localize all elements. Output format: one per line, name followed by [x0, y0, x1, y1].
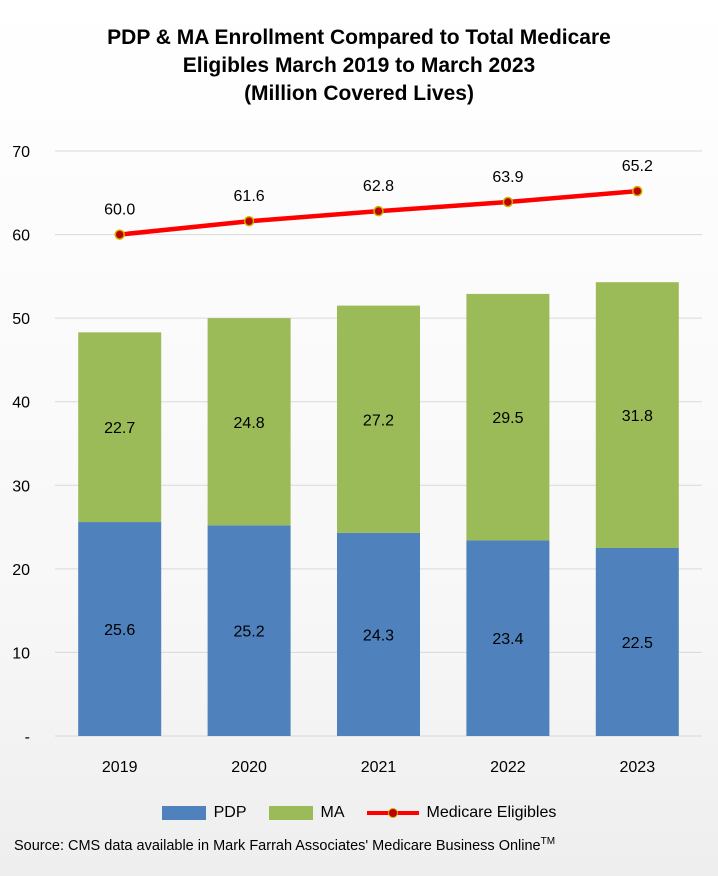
legend: PDP MA Medicare Eligibles [0, 804, 718, 822]
data-label-ma: 31.8 [622, 408, 653, 425]
data-label-ma: 24.8 [234, 415, 265, 432]
chart-title-line-1: PDP & MA Enrollment Compared to Total Me… [107, 26, 611, 49]
data-label-eligibles: 65.2 [622, 158, 653, 175]
data-label-eligibles: 60.0 [104, 202, 135, 219]
data-label-eligibles: 63.9 [492, 169, 523, 186]
y-tick-label: 30 [12, 478, 30, 495]
x-tick-label: 2023 [620, 759, 656, 776]
chart-title: PDP & MA Enrollment Compared to Total Me… [0, 24, 718, 108]
y-tick-label: 60 [12, 228, 30, 245]
bar-ma [78, 332, 162, 523]
data-label-pdp: 23.4 [492, 631, 523, 648]
x-tick-label: 2021 [361, 759, 397, 776]
legend-label-ma: MA [320, 804, 345, 821]
legend-swatch-ma [268, 806, 313, 820]
data-label-eligibles: 61.6 [234, 188, 265, 205]
legend-item-eligibles: Medicare Eligibles [366, 804, 557, 822]
source-note: Source: CMS data available in Mark Farra… [14, 836, 555, 854]
data-label-pdp: 25.2 [234, 624, 265, 641]
bar-pdp [207, 525, 291, 736]
bar-pdp [466, 540, 550, 736]
data-label-pdp: 22.5 [622, 635, 653, 652]
bar-ma [337, 305, 420, 533]
eligibles-point [502, 196, 514, 208]
legend-item-ma: MA [268, 804, 345, 822]
bar-ma [207, 318, 291, 526]
eligibles-point [243, 215, 255, 227]
bar-pdp [337, 532, 420, 736]
x-axis-tick-labels: 2019 2020 2021 2022 2023 [102, 759, 655, 776]
data-label-pdp: 25.6 [104, 622, 135, 639]
y-tick-label: 10 [12, 645, 30, 662]
legend-label-eligibles: Medicare Eligibles [426, 804, 557, 821]
x-tick-label: 2020 [231, 759, 267, 776]
legend-marker-dot [387, 808, 398, 818]
legend-label-pdp: PDP [213, 804, 247, 821]
trademark-mark: TM [540, 836, 556, 847]
source-text: Source: CMS data available in Mark Farra… [14, 837, 541, 854]
y-tick-label: 20 [12, 562, 30, 579]
bar-pdp [595, 547, 679, 736]
data-label-pdp: 24.3 [363, 627, 394, 644]
y-tick-label: - [25, 729, 30, 746]
stacked-bar-line-chart: - 10 20 30 40 50 60 70 2019 2020 2021 2022 2023 25.… [12, 144, 702, 776]
legend-item-pdp: PDP [161, 804, 247, 822]
legend-swatch-pdp [161, 806, 206, 820]
data-label-eligibles: 62.8 [363, 178, 394, 195]
y-axis-tick-labels: - 10 20 30 40 50 60 70 [12, 144, 30, 746]
eligibles-point [632, 185, 643, 197]
chart-title-line-2: Eligibles March 2019 to March 2023 [182, 54, 536, 77]
y-tick-label: 40 [12, 395, 30, 412]
chart-title-line-3: (Million Covered Lives) [244, 82, 474, 105]
y-tick-label: 50 [12, 311, 30, 328]
bar-ma [466, 293, 550, 541]
data-label-ma: 27.2 [363, 412, 394, 429]
data-label-ma: 22.7 [104, 420, 135, 437]
x-tick-label: 2022 [490, 759, 526, 776]
y-tick-label: 70 [12, 144, 30, 161]
eligibles-line-series [114, 185, 643, 240]
bar-pdp [78, 522, 162, 736]
data-labels: 25.6 22.7 25.2 24.8 24.3 27.2 23.4 29.5 22.5 31.8… [104, 158, 653, 652]
bar-ma [595, 282, 679, 548]
x-tick-label: 2019 [102, 759, 138, 776]
legend-swatch-eligibles [366, 806, 419, 820]
bars [78, 282, 679, 736]
data-label-ma: 29.5 [492, 410, 523, 427]
eligibles-point [114, 229, 125, 240]
eligibles-point [373, 205, 384, 217]
